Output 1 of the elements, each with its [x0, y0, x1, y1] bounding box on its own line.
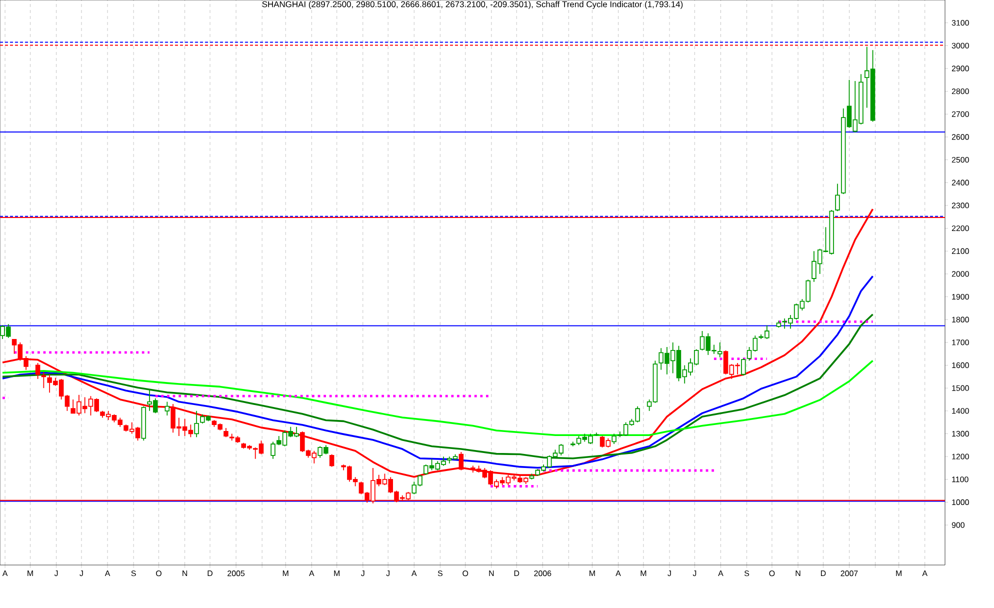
chart-title: SHANGHAI (2897.2500, 2980.5100, 2666.8601, 2673.2100, -209.3501), Schaff Trend Cycle Indicator (1,793.14): [262, 1, 683, 9]
